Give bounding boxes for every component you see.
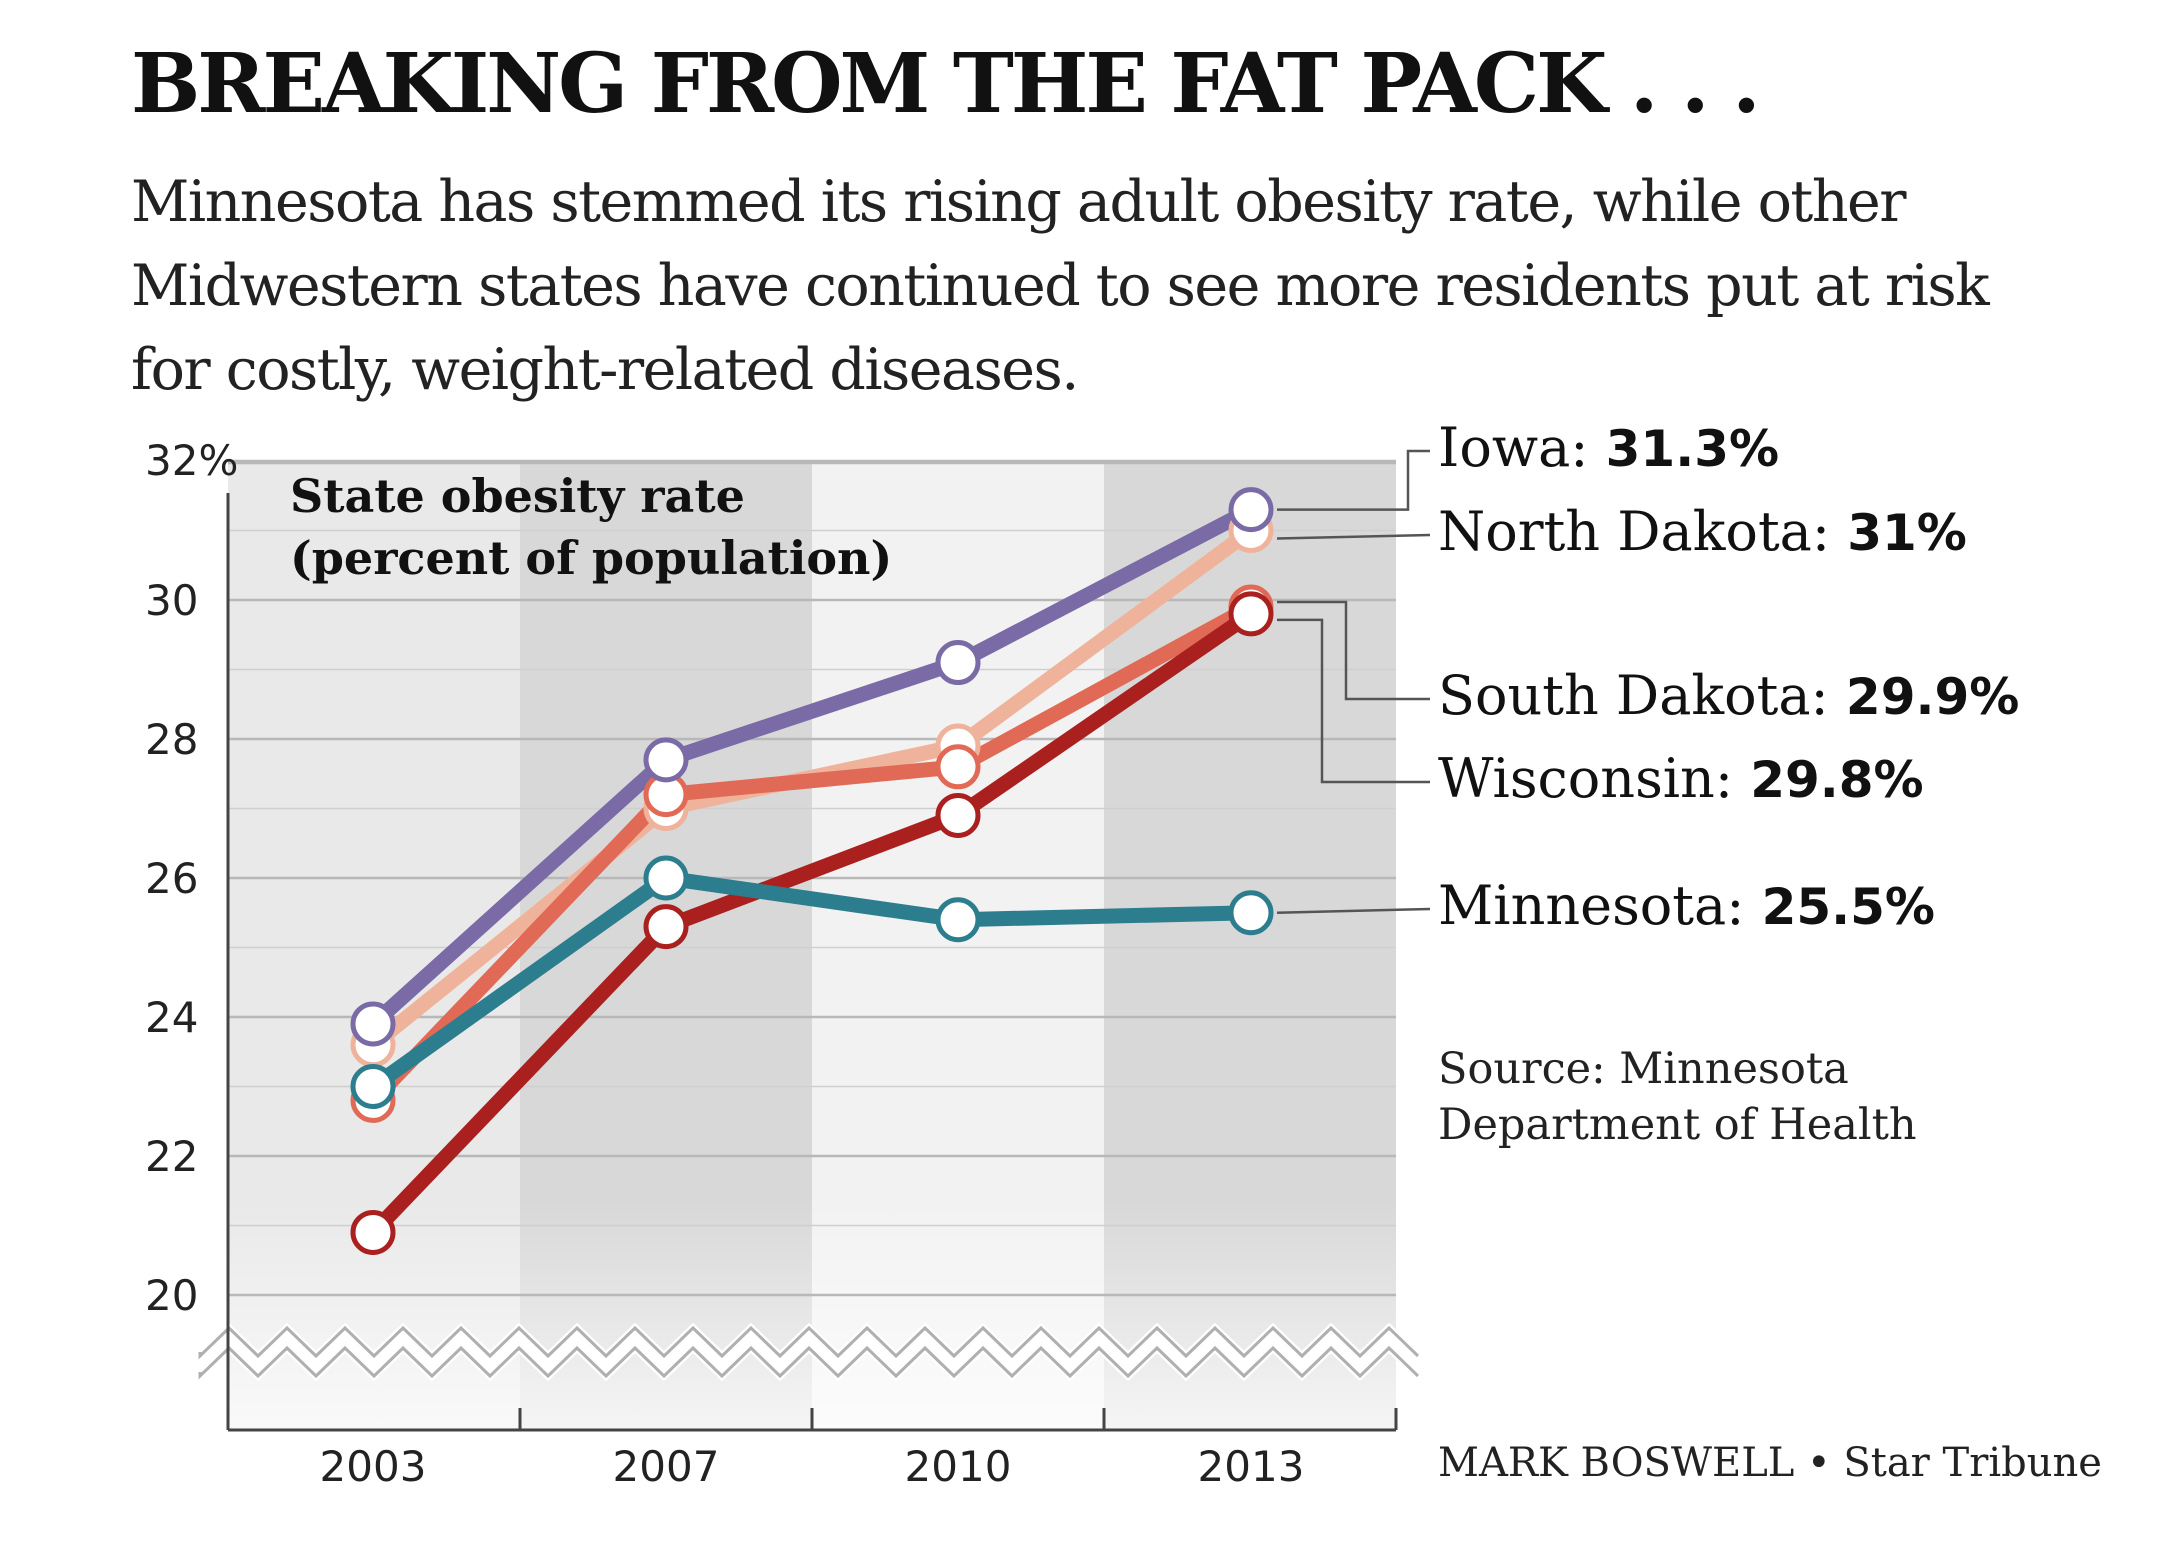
data-point-iowa bbox=[1228, 487, 1274, 533]
data-point-minnesota bbox=[1228, 890, 1274, 936]
series-line-iowa bbox=[365, 502, 1259, 1032]
end-label-wisconsin: Wisconsin: 29.8% bbox=[1438, 747, 1924, 810]
y-tick-label: 20 bbox=[145, 1271, 198, 1320]
leader-line bbox=[1277, 600, 1430, 701]
bottom-fade bbox=[228, 1200, 1396, 1430]
data-point-south-dakota bbox=[935, 744, 981, 790]
label-leaders bbox=[1276, 449, 1431, 914]
data-point-minnesota bbox=[935, 897, 981, 943]
data-point-iowa bbox=[643, 737, 689, 783]
end-label-south-dakota: South Dakota: 29.9% bbox=[1438, 664, 2019, 727]
axis-break bbox=[189, 1322, 1426, 1392]
y-tick-label: 32% bbox=[145, 436, 238, 485]
source-note: Source: Minnesota Department of Health bbox=[1438, 1044, 1917, 1150]
y-tick-label: 26 bbox=[145, 854, 198, 903]
series-line-wisconsin bbox=[365, 606, 1259, 1240]
data-point-wisconsin bbox=[1228, 591, 1274, 637]
x-tick-label: 2003 bbox=[320, 1442, 427, 1491]
y-tick-label: 22 bbox=[145, 1132, 198, 1181]
end-label-iowa: Iowa: 31.3% bbox=[1438, 416, 1779, 479]
x-tick-label: 2007 bbox=[613, 1442, 720, 1491]
x-tick-label: 2010 bbox=[905, 1442, 1012, 1491]
y-tick-labels: 32% 30 28 26 24 22 20 bbox=[145, 436, 238, 1320]
x-tick-labels: 2003 2007 2010 2013 bbox=[320, 1442, 1305, 1491]
x-tick-label: 2013 bbox=[1198, 1442, 1305, 1491]
subtitle: Minnesota has stemmed its rising adult o… bbox=[131, 169, 1990, 403]
leader-line bbox=[1276, 907, 1431, 914]
leader-line bbox=[1277, 449, 1430, 511]
data-point-iowa bbox=[935, 640, 981, 686]
leader-line bbox=[1277, 618, 1430, 784]
series-lines bbox=[365, 502, 1259, 1240]
series-line-south-dakota bbox=[365, 599, 1259, 1108]
axis-break-line-bottom bbox=[198, 1345, 1420, 1380]
data-point-wisconsin bbox=[350, 1209, 396, 1255]
y-tick-label: 28 bbox=[145, 715, 198, 764]
axis-break-band bbox=[189, 1322, 1426, 1392]
credit: MARK BOSWELL • Star Tribune bbox=[1438, 1440, 2102, 1486]
data-point-minnesota bbox=[350, 1064, 396, 1109]
y-tick-label: 24 bbox=[145, 993, 198, 1042]
leader-line bbox=[1276, 533, 1431, 540]
axis-break-line-top bbox=[198, 1325, 1420, 1360]
data-point-wisconsin bbox=[935, 792, 981, 838]
end-label-north-dakota: North Dakota: 31% bbox=[1438, 500, 1967, 563]
series-markers bbox=[350, 487, 1274, 1255]
y-tick-label: 30 bbox=[145, 576, 198, 625]
data-point-wisconsin bbox=[643, 904, 689, 950]
data-point-iowa bbox=[350, 1001, 396, 1047]
data-point-minnesota bbox=[643, 855, 689, 901]
headline: BREAKING FROM THE FAT PACK . . . bbox=[131, 36, 1761, 132]
end-label-minnesota: Minnesota: 25.5% bbox=[1438, 874, 1935, 937]
chart-title: State obesity rate (percent of population… bbox=[290, 469, 892, 585]
series-end-labels: Iowa: 31.3% North Dakota: 31% South Dakota… bbox=[1438, 416, 2019, 937]
axes bbox=[226, 493, 1398, 1432]
series-line-minnesota bbox=[365, 870, 1259, 1094]
